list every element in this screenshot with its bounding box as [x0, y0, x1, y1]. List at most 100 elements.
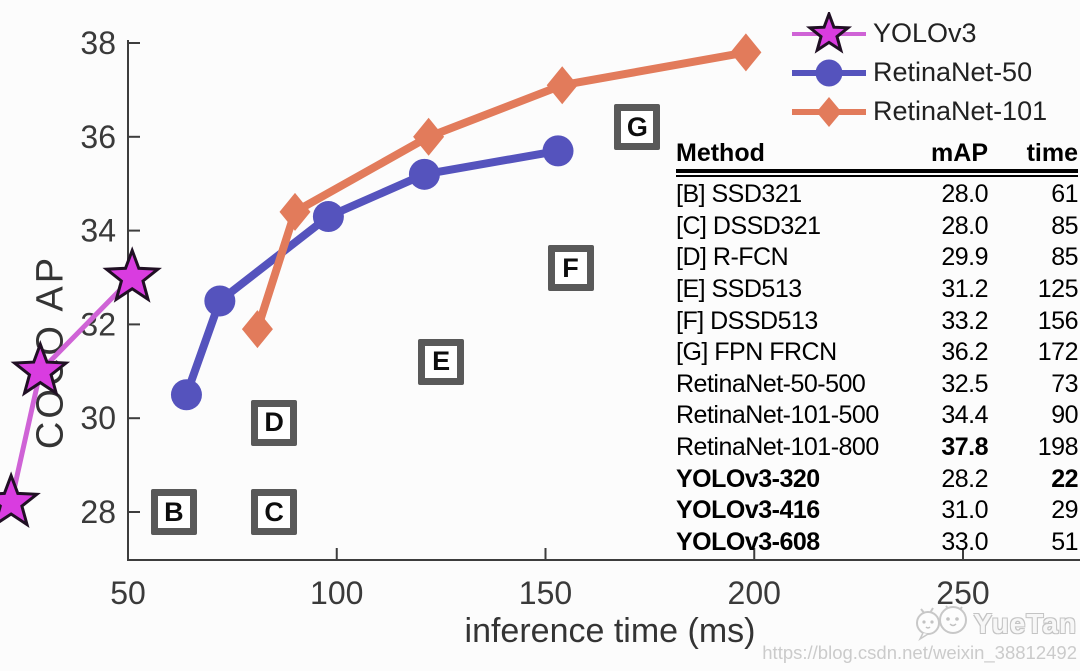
y-tick-label: 28 [80, 494, 116, 530]
cell-time: 172 [1037, 338, 1079, 367]
RetinaNet-101-marker [279, 192, 311, 231]
RetinaNet-101-marker [546, 66, 578, 105]
table-row: [F] DSSD513 33.2 156 [676, 305, 1079, 337]
cell-time: 125 [1037, 275, 1079, 304]
RetinaNet-50-marker [312, 201, 344, 233]
cell-method: [B] SSD321 [676, 180, 802, 209]
cell-map: 28.2 [941, 464, 988, 493]
YOLOv3-marker [805, 11, 853, 54]
cell-method: [C] DSSD321 [676, 211, 821, 240]
cell-method: [E] SSD513 [676, 275, 802, 304]
cell-method: YOLOv3-416 [676, 496, 820, 525]
RetinaNet-50-marker [408, 158, 440, 190]
table-row: [C] DSSD321 28.0 85 [676, 211, 1079, 243]
legend-item-RetinaNet-50: RetinaNet-50 [788, 53, 1047, 92]
column-header-mAP: mAP [931, 139, 988, 167]
cell-map: 33.0 [941, 527, 988, 556]
results-table: Method mAP time [B] SSD321 28.0 61 [C] DSSD32… [676, 140, 1079, 559]
cell-map: 31.2 [941, 275, 988, 304]
cell-time: 156 [1037, 306, 1079, 335]
RetinaNet-101-marker [816, 96, 842, 127]
cell-method: RetinaNet-50-500 [676, 369, 866, 398]
cell-method: YOLOv3-320 [676, 464, 820, 493]
column-header-Method: Method [676, 139, 765, 167]
YOLOv3-marker [10, 340, 71, 397]
cell-time: 73 [1051, 369, 1078, 398]
table-body: [B] SSD321 28.0 61 [C] DSSD321 28.0 85 [D] R-F… [676, 179, 1079, 559]
RetinaNet-50-marker [170, 379, 202, 411]
table-row: YOLOv3-320 28.2 22 [676, 463, 1079, 495]
RetinaNet-50-line [182, 146, 559, 397]
column-header-time: time [1026, 139, 1078, 167]
table-row: [B] SSD321 28.0 61 [676, 179, 1079, 211]
watermark-name: YueTan [973, 608, 1077, 639]
y-tick-label: 30 [80, 400, 116, 436]
cell-map: 28.0 [941, 211, 988, 240]
table-row: RetinaNet-101-500 34.4 90 [676, 400, 1079, 432]
y-tick-label: 38 [80, 25, 116, 61]
cell-map: 36.2 [941, 338, 988, 367]
RetinaNet-101-marker [730, 33, 762, 72]
cell-method: YOLOv3-608 [676, 527, 820, 556]
table-row: YOLOv3-608 33.0 51 [676, 527, 1079, 559]
YOLOv3-marker [102, 246, 162, 303]
star-legend-icon [792, 11, 866, 54]
cell-method: RetinaNet-101-800 [676, 433, 879, 462]
RetinaNet-101-line [253, 48, 747, 331]
cell-time: 61 [1051, 180, 1078, 209]
cell-method: RetinaNet-101-500 [676, 401, 879, 430]
RetinaNet-101-marker [241, 310, 273, 349]
cell-map: 33.2 [941, 306, 988, 335]
cell-time: 29 [1051, 496, 1078, 525]
legend-item-YOLOv3: YOLOv3 [788, 11, 1047, 54]
cell-map: 37.8 [941, 433, 988, 462]
x-tick-label: 100 [310, 575, 363, 611]
header-rule [676, 175, 1078, 177]
cell-time: 85 [1051, 211, 1078, 240]
cell-method: [D] R-FCN [676, 243, 789, 272]
axes-spines [127, 40, 1080, 561]
table-row: [D] R-FCN 29.9 85 [676, 242, 1079, 274]
RetinaNet-50-marker [542, 135, 574, 167]
x-axis-label: inference time (ms) [464, 612, 756, 650]
table-row: YOLOv3-416 31.0 29 [676, 495, 1079, 527]
cell-time: 90 [1051, 401, 1078, 430]
YOLOv3-marker [0, 471, 41, 528]
legend-label: RetinaNet-101 [873, 96, 1048, 126]
legend-label: RetinaNet-50 [873, 57, 1033, 87]
x-tick-label: 250 [936, 575, 989, 611]
cell-time: 51 [1051, 527, 1078, 556]
watermark-url: https://blog.csdn.net/weixin_38812492 [762, 642, 1077, 663]
table-row: [G] FPN FRCN 36.2 172 [676, 337, 1079, 369]
x-tick-label: 50 [110, 575, 146, 611]
legend-item-RetinaNet-101: RetinaNet-101 [788, 92, 1047, 131]
table-row: RetinaNet-101-800 37.8 198 [676, 432, 1079, 464]
table-header: Method mAP time [676, 140, 1078, 173]
cell-method: [G] FPN FRCN [676, 338, 837, 367]
cell-map: 34.4 [941, 401, 988, 430]
legend-label: YOLOv3 [873, 18, 977, 48]
diamond-legend-icon [792, 96, 866, 127]
yuetan-logo-icon [913, 603, 969, 646]
x-tick-label: 150 [519, 575, 572, 611]
circle-legend-icon [792, 59, 866, 86]
y-tick-label: 34 [80, 213, 116, 249]
cell-map: 32.5 [941, 369, 988, 398]
watermark: YueTan https://blog.csdn.net/weixin_3881… [762, 604, 1077, 664]
cell-time: 85 [1051, 243, 1078, 272]
y-tick-label: 36 [80, 119, 116, 155]
RetinaNet-50-marker [815, 59, 843, 86]
table-row: [E] SSD513 31.2 125 [676, 274, 1079, 306]
cell-map: 29.9 [941, 243, 988, 272]
cell-map: 31.0 [941, 496, 988, 525]
x-tick-label: 200 [728, 575, 781, 611]
RetinaNet-101-marker [413, 117, 445, 156]
cell-method: [F] DSSD513 [676, 306, 818, 335]
cell-time: 22 [1051, 464, 1078, 493]
table-row: RetinaNet-50-500 32.5 73 [676, 369, 1079, 401]
cell-map: 28.0 [941, 180, 988, 209]
RetinaNet-50-marker [204, 285, 236, 317]
cell-time: 198 [1037, 433, 1079, 462]
